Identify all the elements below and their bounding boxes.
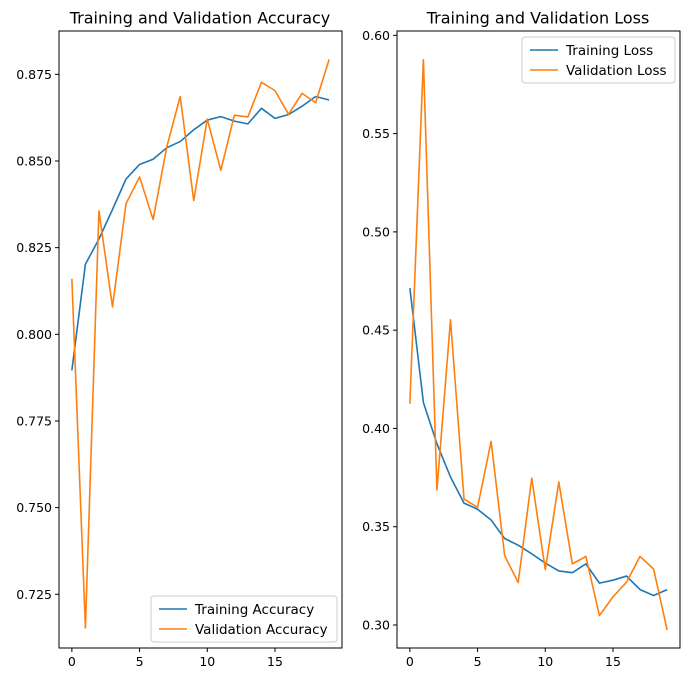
plot-frame — [396, 30, 681, 649]
y-tick-label: 0.50 — [362, 224, 390, 239]
x-tick-label: 0 — [406, 654, 414, 669]
plot-frame — [58, 30, 343, 649]
y-tick-label: 0.725 — [16, 587, 52, 602]
x-tick-label: 5 — [474, 654, 482, 669]
y-tick-label: 0.850 — [16, 153, 52, 168]
chart-title: Training and Validation Accuracy — [69, 9, 331, 28]
y-tick-label: 0.55 — [362, 126, 390, 141]
accuracy-chart: Training and Validation Accuracy 0 5 10 15 0… — [16, 9, 343, 669]
x-tick-label: 15 — [605, 654, 621, 669]
y-tick-label: 0.825 — [16, 240, 52, 255]
y-tick-label: 0.60 — [362, 28, 390, 43]
y-tick-label: 0.750 — [16, 500, 52, 515]
legend-box — [521, 36, 676, 84]
legend-box — [150, 595, 338, 643]
loss-chart: Training and Validation Loss 0 5 10 15 0.30 0… — [362, 9, 681, 669]
legend-label: Validation Accuracy — [195, 622, 328, 638]
y-tick-label: 0.30 — [362, 618, 390, 633]
y-tick-label: 0.45 — [362, 323, 390, 338]
chart-title: Training and Validation Loss — [426, 9, 650, 28]
legend-label: Training Loss — [565, 43, 653, 59]
legend: Training Accuracy Validation Accuracy — [150, 595, 338, 643]
legend-label: Validation Loss — [566, 63, 667, 79]
series-line-training — [71, 95, 330, 371]
x-tick-label: 5 — [136, 654, 144, 669]
y-tick-label: 0.875 — [16, 67, 52, 82]
x-tick-label: 10 — [537, 654, 553, 669]
legend: Training Loss Validation Loss — [521, 36, 676, 84]
series-line-validation — [409, 58, 668, 631]
x-tick-label: 15 — [267, 654, 283, 669]
series-line-validation — [71, 59, 330, 629]
y-tick-label: 0.800 — [16, 327, 52, 342]
series-line-training — [409, 288, 668, 597]
x-tick-label: 0 — [68, 654, 76, 669]
y-tick-label: 0.35 — [362, 519, 390, 534]
x-tick-label: 10 — [199, 654, 215, 669]
legend-label: Training Accuracy — [194, 602, 314, 618]
y-tick-label: 0.40 — [362, 421, 390, 436]
y-tick-label: 0.775 — [16, 413, 52, 428]
